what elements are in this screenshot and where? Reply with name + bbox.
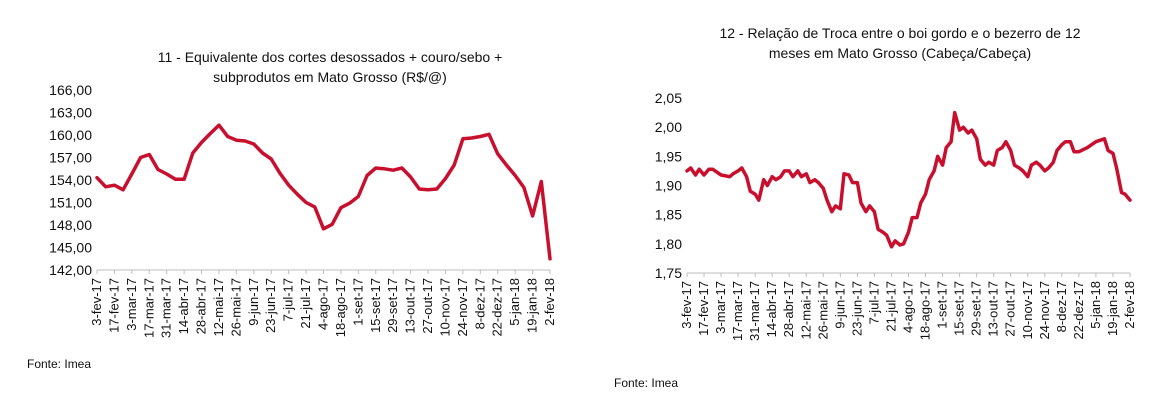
y-tick-label: 160,00 — [49, 127, 92, 143]
y-tick-label: 1,90 — [655, 178, 682, 194]
y-tick-label: 1,80 — [655, 236, 682, 252]
x-tick-label: 12-mai-17 — [211, 278, 226, 337]
chart-title-line-1: 12 - Relação de Troca entre o boi gordo … — [719, 25, 1081, 41]
y-tick-label: 142,00 — [49, 262, 92, 278]
x-tick-label: 12-mai-17 — [798, 281, 813, 340]
source-note: Fonte: Imea — [614, 376, 679, 390]
x-tick-label: 5-jan-18 — [507, 278, 522, 326]
x-tick-label: 17-mar-17 — [730, 281, 745, 341]
x-tick-label: 8-dez-17 — [1054, 281, 1069, 332]
x-tick-label: 15-set-17 — [368, 278, 383, 333]
x-tick-label: 28-abr-17 — [194, 278, 209, 334]
x-tick-label: 23-jun-17 — [263, 278, 278, 333]
x-tick-label: 4-ago-17 — [316, 278, 331, 330]
chart-title-line-1: 11 - Equivalente dos cortes desossados +… — [157, 49, 503, 65]
y-tick-label: 157,00 — [49, 150, 92, 166]
x-tick-label: 27-out-17 — [1003, 281, 1018, 337]
y-tick-label: 2,00 — [655, 119, 682, 135]
chart-panel-relacao-troca: 12 - Relação de Troca entre o boi gordo … — [580, 0, 1161, 413]
x-tick-label: 7-jul-17 — [866, 281, 881, 324]
x-tick-label: 24-nov-17 — [1037, 281, 1052, 340]
x-tick-label: 24-nov-17 — [455, 278, 470, 337]
y-tick-label: 154,00 — [49, 172, 92, 188]
x-tick-label: 9-jun-17 — [832, 281, 847, 329]
x-tick-label: 13-out-17 — [403, 278, 418, 334]
x-tick-label: 23-jun-17 — [849, 281, 864, 336]
line-chart: 166,00 163,00 160,00 157,00 154,00 151,00 148,… — [49, 82, 557, 338]
x-tick-label: 14-abr-17 — [764, 281, 779, 337]
y-tick-label: 166,00 — [49, 82, 92, 98]
x-tick-label: 17-mar-17 — [141, 278, 156, 338]
x-tick-label: 14-abr-17 — [176, 278, 191, 334]
x-tick-label: 13-out-17 — [986, 281, 1001, 337]
x-tick-label: 21-jul-17 — [298, 278, 313, 329]
line-chart: 2,05 2,00 1,95 1,90 1,85 1,80 1,753-fev-17 17-f… — [655, 90, 1137, 341]
series-line — [685, 110, 1132, 249]
source-note: Fonte: Imea — [27, 357, 92, 371]
chart-title: 11 - Equivalente dos cortes desossados +… — [110, 47, 550, 87]
x-tick-label: 27-out-17 — [420, 278, 435, 334]
chart-title: 12 - Relação de Troca entre o boi gordo … — [680, 23, 1120, 63]
x-tick-label: 3-fev-17 — [89, 278, 104, 326]
x-tick-label: 17-fev-17 — [106, 278, 121, 333]
x-tick-label: 19-jan-18 — [1105, 281, 1120, 336]
y-tick-label: 145,00 — [49, 240, 92, 256]
chart-panel-equivalente: 11 - Equivalente dos cortes desossados +… — [0, 0, 580, 413]
y-tick-label: 148,00 — [49, 217, 92, 233]
x-tick-label: 10-nov-17 — [1020, 281, 1035, 340]
series-line — [95, 123, 552, 261]
x-tick-label: 22-dez-17 — [490, 278, 505, 337]
x-tick-label: 21-jul-17 — [883, 281, 898, 332]
x-tick-label: 26-mai-17 — [815, 281, 830, 340]
x-tick-label: 18-ago-17 — [333, 278, 348, 337]
x-tick-label: 2-fev-18 — [542, 278, 557, 326]
x-tick-label: 4-ago-17 — [901, 281, 916, 333]
x-tick-label: 2-fev-18 — [1122, 281, 1137, 329]
y-tick-label: 151,00 — [49, 195, 92, 211]
x-tick-label: 7-jul-17 — [281, 278, 296, 321]
y-tick-label: 1,75 — [655, 265, 682, 281]
x-tick-label: 29-set-17 — [969, 281, 984, 336]
chart-title-line-2: subprodutos em Mato Grosso (R$/@) — [213, 69, 447, 85]
x-tick-label: 8-dez-17 — [472, 278, 487, 329]
x-tick-label: 22-dez-17 — [1071, 281, 1086, 340]
x-tick-label: 29-set-17 — [385, 278, 400, 333]
x-tick-label: 26-mai-17 — [228, 278, 243, 337]
x-tick-label: 15-set-17 — [952, 281, 967, 336]
x-tick-label: 5-jan-18 — [1088, 281, 1103, 329]
x-tick-label: 1-set-17 — [935, 281, 950, 329]
x-tick-label: 9-jun-17 — [246, 278, 261, 326]
y-tick-label: 2,05 — [655, 90, 682, 106]
y-tick-label: 1,85 — [655, 207, 682, 223]
x-tick-label: 3-mar-17 — [124, 278, 139, 331]
y-tick-label: 1,95 — [655, 148, 682, 164]
x-tick-label: 1-set-17 — [350, 278, 365, 326]
x-tick-label: 3-fev-17 — [679, 281, 694, 329]
x-tick-label: 31-mar-17 — [159, 278, 174, 338]
y-tick-label: 163,00 — [49, 105, 92, 121]
x-tick-label: 17-fev-17 — [696, 281, 711, 336]
x-tick-label: 28-abr-17 — [781, 281, 796, 337]
x-tick-label: 19-jan-18 — [525, 278, 540, 333]
chart-title-line-2: meses em Mato Grosso (Cabeça/Cabeça) — [768, 45, 1032, 61]
x-tick-label: 18-ago-17 — [918, 281, 933, 340]
x-tick-label: 10-nov-17 — [437, 278, 452, 337]
x-tick-label: 31-mar-17 — [747, 281, 762, 341]
x-tick-label: 3-mar-17 — [713, 281, 728, 334]
